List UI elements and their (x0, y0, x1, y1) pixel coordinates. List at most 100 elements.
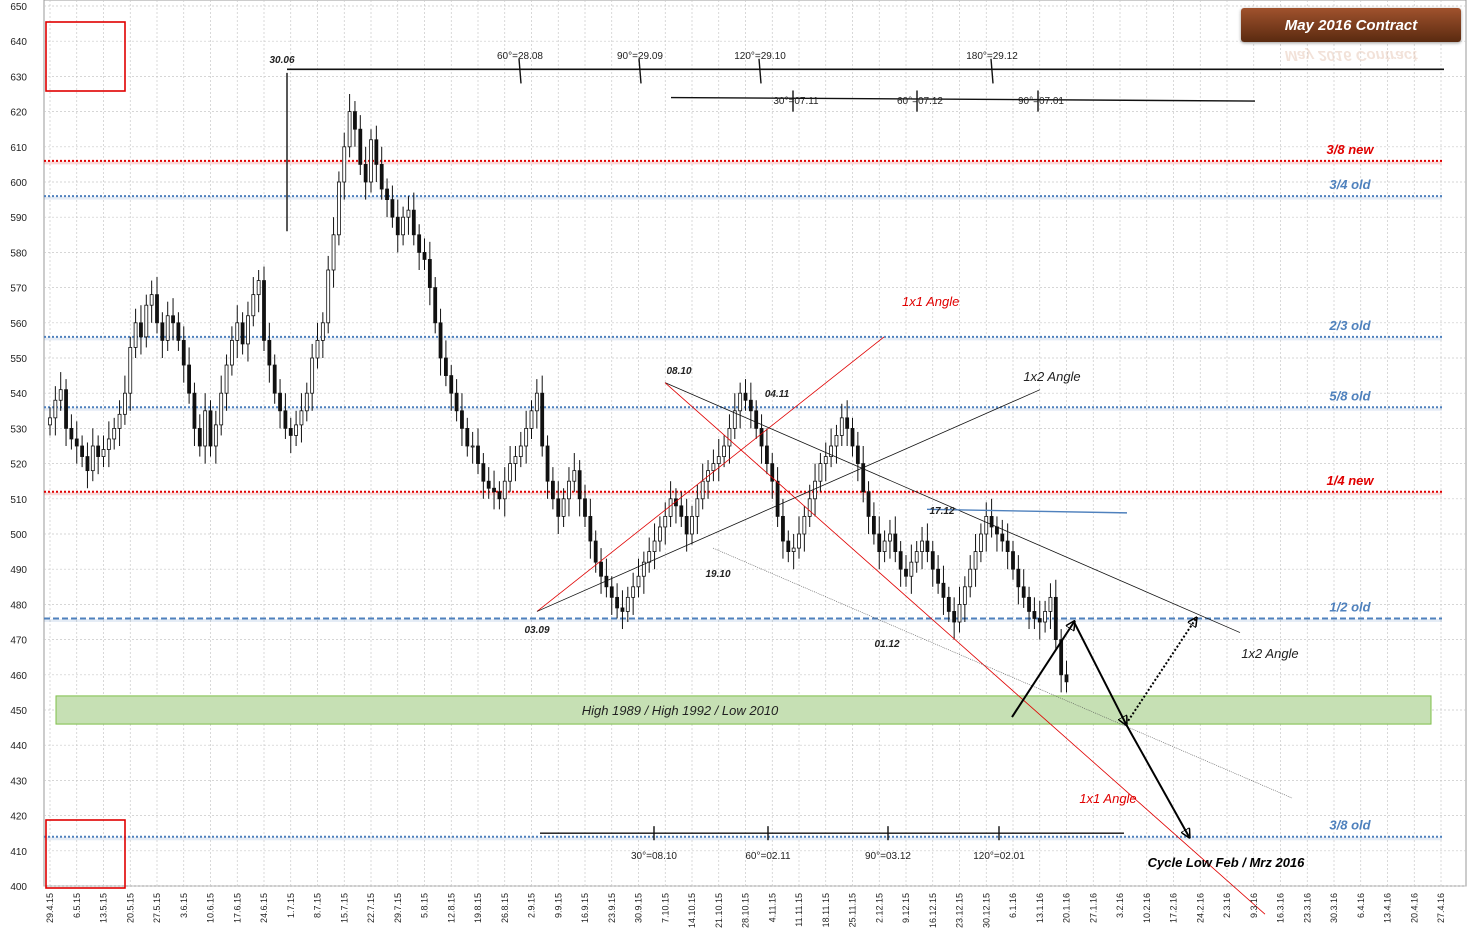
candle-body (144, 304, 149, 338)
candle-body (743, 392, 748, 401)
candle-body (235, 322, 240, 341)
y-tick-label: 620 (10, 108, 27, 119)
candle-body (353, 111, 357, 130)
candle-body (1027, 596, 1031, 612)
candle-body (427, 259, 432, 289)
candle-body (738, 392, 743, 412)
candle-body (481, 463, 486, 482)
x-tick-label: 28.10.15 (741, 893, 751, 928)
candle-body (160, 322, 165, 341)
candle-body (823, 456, 828, 464)
candle-body (112, 427, 117, 440)
candle-body (165, 315, 170, 341)
candle-body (791, 547, 796, 553)
y-tick-label: 490 (10, 565, 27, 576)
candle-body (192, 392, 197, 429)
y-tick-label: 530 (10, 424, 27, 435)
candle-body (1064, 674, 1069, 683)
x-tick-label: 16.12.15 (928, 893, 938, 928)
candle-body (358, 128, 363, 165)
cycle-label-bottom: 90°=03.12 (865, 851, 911, 862)
candle-body (1037, 618, 1042, 623)
candle-body (492, 487, 496, 493)
forecast-arrow-down (1073, 621, 1126, 724)
candle-body (888, 533, 892, 542)
candle-body (379, 163, 384, 190)
chart-title-reflection: May 2016 Contract (1284, 47, 1418, 64)
candle-body (85, 456, 90, 472)
candle-body (914, 551, 919, 563)
candle-body (267, 339, 272, 366)
y-tick-label: 650 (10, 2, 27, 13)
y-tick-label: 510 (10, 495, 27, 506)
candle-body (262, 280, 266, 341)
candle-body (74, 438, 79, 447)
candle-body (556, 498, 561, 517)
support-zone (55, 695, 1432, 725)
y-axis-ticks: 400 410 420 430 440 450 460 470 480 490 500 510 520 5… (10, 2, 27, 893)
candle-body (1043, 611, 1047, 623)
candle-body (529, 410, 534, 429)
candle-body (470, 445, 475, 448)
candle-body (781, 516, 785, 542)
angle-label: 1x2 Angle (1023, 369, 1080, 384)
pivot-label: 30.06 (269, 55, 294, 66)
candle-body (395, 216, 400, 236)
candle-body (668, 498, 673, 517)
x-tick-label: 27.1.16 (1088, 893, 1098, 923)
candle-body (625, 596, 630, 612)
candle-body (171, 315, 175, 324)
candle-body (920, 540, 924, 552)
x-tick-label: 24.2.16 (1195, 893, 1205, 923)
candle-body (957, 604, 962, 623)
candle-body (106, 438, 111, 450)
y-tick-label: 560 (10, 319, 27, 330)
y-tick-label: 470 (10, 636, 27, 647)
y-tick-label: 570 (10, 284, 27, 295)
level-label: 3/4 old (1329, 177, 1371, 192)
candle-body (952, 611, 957, 623)
cycle-label-bottom: 120°=02.01 (973, 851, 1025, 862)
candle-body (406, 209, 411, 218)
x-tick-label: 19.8.15 (473, 893, 483, 923)
candle-body (850, 427, 855, 447)
x-tick-label: 10.2.16 (1142, 893, 1152, 923)
candle-body (64, 389, 68, 429)
cycle-tick (758, 58, 762, 84)
y-tick-label: 440 (10, 741, 27, 752)
candle-body (315, 339, 320, 359)
candle-body (807, 498, 812, 517)
candle-body (583, 498, 587, 517)
candle-body (347, 111, 352, 148)
candle-body (1059, 639, 1064, 676)
y-tick-label: 580 (10, 248, 27, 259)
candle-body (1011, 551, 1015, 570)
candle-body (962, 586, 967, 605)
x-tick-label: 30.3.16 (1329, 893, 1339, 923)
cycle-label-top: 180°=29.12 (966, 51, 1018, 62)
candle-body (369, 139, 373, 183)
cycle-label-mid: 30°=07.11 (773, 96, 819, 107)
x-tick-label: 21.10.15 (714, 893, 724, 928)
x-tick-label: 16.9.15 (580, 893, 590, 923)
x-tick-label: 20.5.15 (125, 893, 135, 923)
candle-body (229, 339, 234, 366)
x-tick-label: 11.11.15 (794, 893, 804, 927)
candle-body (995, 526, 999, 535)
candle-body (1048, 596, 1053, 612)
candle-body (310, 357, 315, 394)
cycle-label-top: 60°=28.08 (497, 51, 543, 62)
candle-body (930, 551, 935, 570)
candle-body (802, 516, 807, 535)
candle-body (861, 463, 866, 493)
candle-body (385, 188, 389, 200)
y-tick-label: 630 (10, 72, 27, 83)
candle-body (872, 516, 876, 535)
candle-body (155, 294, 159, 324)
candle-body (588, 516, 593, 542)
cycle-label-top: 120°=29.10 (734, 51, 786, 62)
x-tick-label: 29.4.15 (45, 893, 55, 923)
candle-body (572, 470, 577, 482)
